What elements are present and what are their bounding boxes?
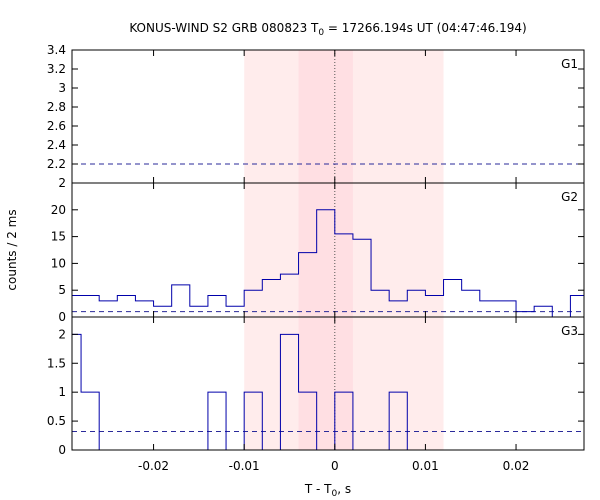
y-tick-label: 0 [58, 310, 66, 324]
y-tick-label: 10 [51, 256, 66, 270]
y-tick-label: 2 [58, 327, 66, 341]
y-tick-label: 2 [58, 176, 66, 190]
y-tick-label: 2.8 [47, 100, 66, 114]
panel-g3: 0 0.5 1 1.5 2 G3 [47, 316, 585, 457]
panel-label: G3 [561, 324, 578, 338]
chart-title-subscript: 0 [318, 28, 324, 38]
y-tick-label: 1.5 [47, 356, 66, 370]
panel-frame [71, 316, 585, 451]
y-tick-label: 0.5 [47, 414, 66, 428]
x-tick-label: 0.02 [503, 459, 530, 473]
panel-g1: 2 2.2 2.4 2.6 2.8 3 3.2 3.4 G1 [47, 43, 585, 190]
histogram-line [72, 209, 584, 318]
y-tick-label: 5 [58, 283, 66, 297]
x-tick-label: -0.02 [138, 459, 169, 473]
x-axis-label: T - T0, s [304, 482, 351, 499]
y-tick-label: 2.6 [47, 119, 66, 133]
y-tick-label: 0 [58, 443, 66, 457]
chart-title: KONUS-WIND S2 GRB 080823 T0 = 17266.194s… [129, 21, 526, 38]
y-tick-label: 1 [58, 385, 66, 399]
y-tick-label: 2.2 [47, 157, 66, 171]
x-tick-label: 0.01 [412, 459, 439, 473]
x-tick-label: 0 [331, 459, 339, 473]
panel-label: G2 [561, 190, 578, 204]
plot-area: 22.22.42.62.833.23.4G105101520G200.511.5… [47, 43, 585, 473]
y-tick-label: 3 [58, 81, 66, 95]
y-tick-label: 15 [51, 230, 66, 244]
y-axis-label: counts / 2 ms [5, 209, 19, 290]
x-tick-label: -0.01 [229, 459, 260, 473]
y-tick-label: 2.4 [47, 138, 66, 152]
y-tick-label: 3.4 [47, 43, 66, 57]
y-tick-label: 3.2 [47, 62, 66, 76]
panel-label: G1 [561, 57, 578, 71]
panel-g2: 0 5 10 15 20 G2 [51, 182, 585, 324]
x-axis-label-subscript: 0 [332, 489, 338, 499]
y-tick-label: 20 [51, 203, 66, 217]
interval-band-2 [298, 50, 353, 450]
